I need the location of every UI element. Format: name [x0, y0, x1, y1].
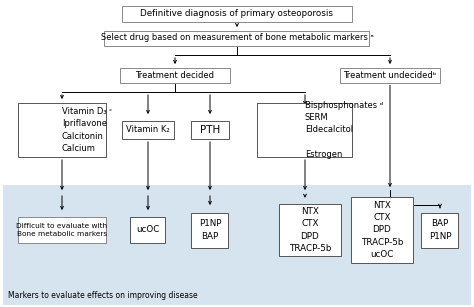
Text: P1NP
BAP: P1NP BAP [199, 220, 221, 241]
Bar [3, 185, 471, 305]
Bar [120, 68, 230, 83]
Bar [421, 212, 458, 247]
Text: ucOC: ucOC [137, 226, 160, 235]
Text: Treatment undecidedᵇ: Treatment undecidedᵇ [343, 71, 437, 80]
Text: NTX
CTX
DPD
TRACP-5b: NTX CTX DPD TRACP-5b [289, 207, 331, 253]
Bar [279, 204, 341, 256]
Text: Bisphosphonates ᵈ
SERM
Eldecalcitol

Estrogen: Bisphosphonates ᵈ SERM Eldecalcitol Estr… [305, 101, 383, 159]
Text: Definitive diagnosis of primary osteoporosis: Definitive diagnosis of primary osteopor… [140, 10, 334, 18]
Text: BAP
P1NP: BAP P1NP [429, 220, 451, 241]
Text: Select drug based on measurement of bone metabolic markers ᵃ: Select drug based on measurement of bone… [100, 33, 374, 42]
Text: Difficult to evaluate with
Bone metabolic markers: Difficult to evaluate with Bone metaboli… [17, 223, 108, 237]
Text: Treatment decided: Treatment decided [136, 71, 215, 80]
Bar [122, 121, 174, 139]
Text: Vitamin K₂: Vitamin K₂ [126, 126, 170, 134]
Bar [351, 197, 413, 263]
Bar [340, 68, 440, 83]
Bar [191, 121, 229, 139]
Text: Markers to evaluate effects on improving disease: Markers to evaluate effects on improving… [8, 290, 198, 300]
Bar [104, 30, 370, 45]
Bar [122, 6, 352, 22]
Bar [130, 217, 165, 243]
Text: Vitamin D₃ ᶜ
Ipriflavone
Calcitonin
Calcium: Vitamin D₃ ᶜ Ipriflavone Calcitonin Calc… [62, 107, 112, 153]
Text: PTH: PTH [200, 125, 220, 135]
Bar [257, 103, 353, 157]
Bar [18, 103, 106, 157]
Bar [18, 217, 106, 243]
Bar [191, 212, 228, 247]
Text: NTX
CTX
DPD
TRACP-5b
ucOC: NTX CTX DPD TRACP-5b ucOC [361, 201, 403, 259]
